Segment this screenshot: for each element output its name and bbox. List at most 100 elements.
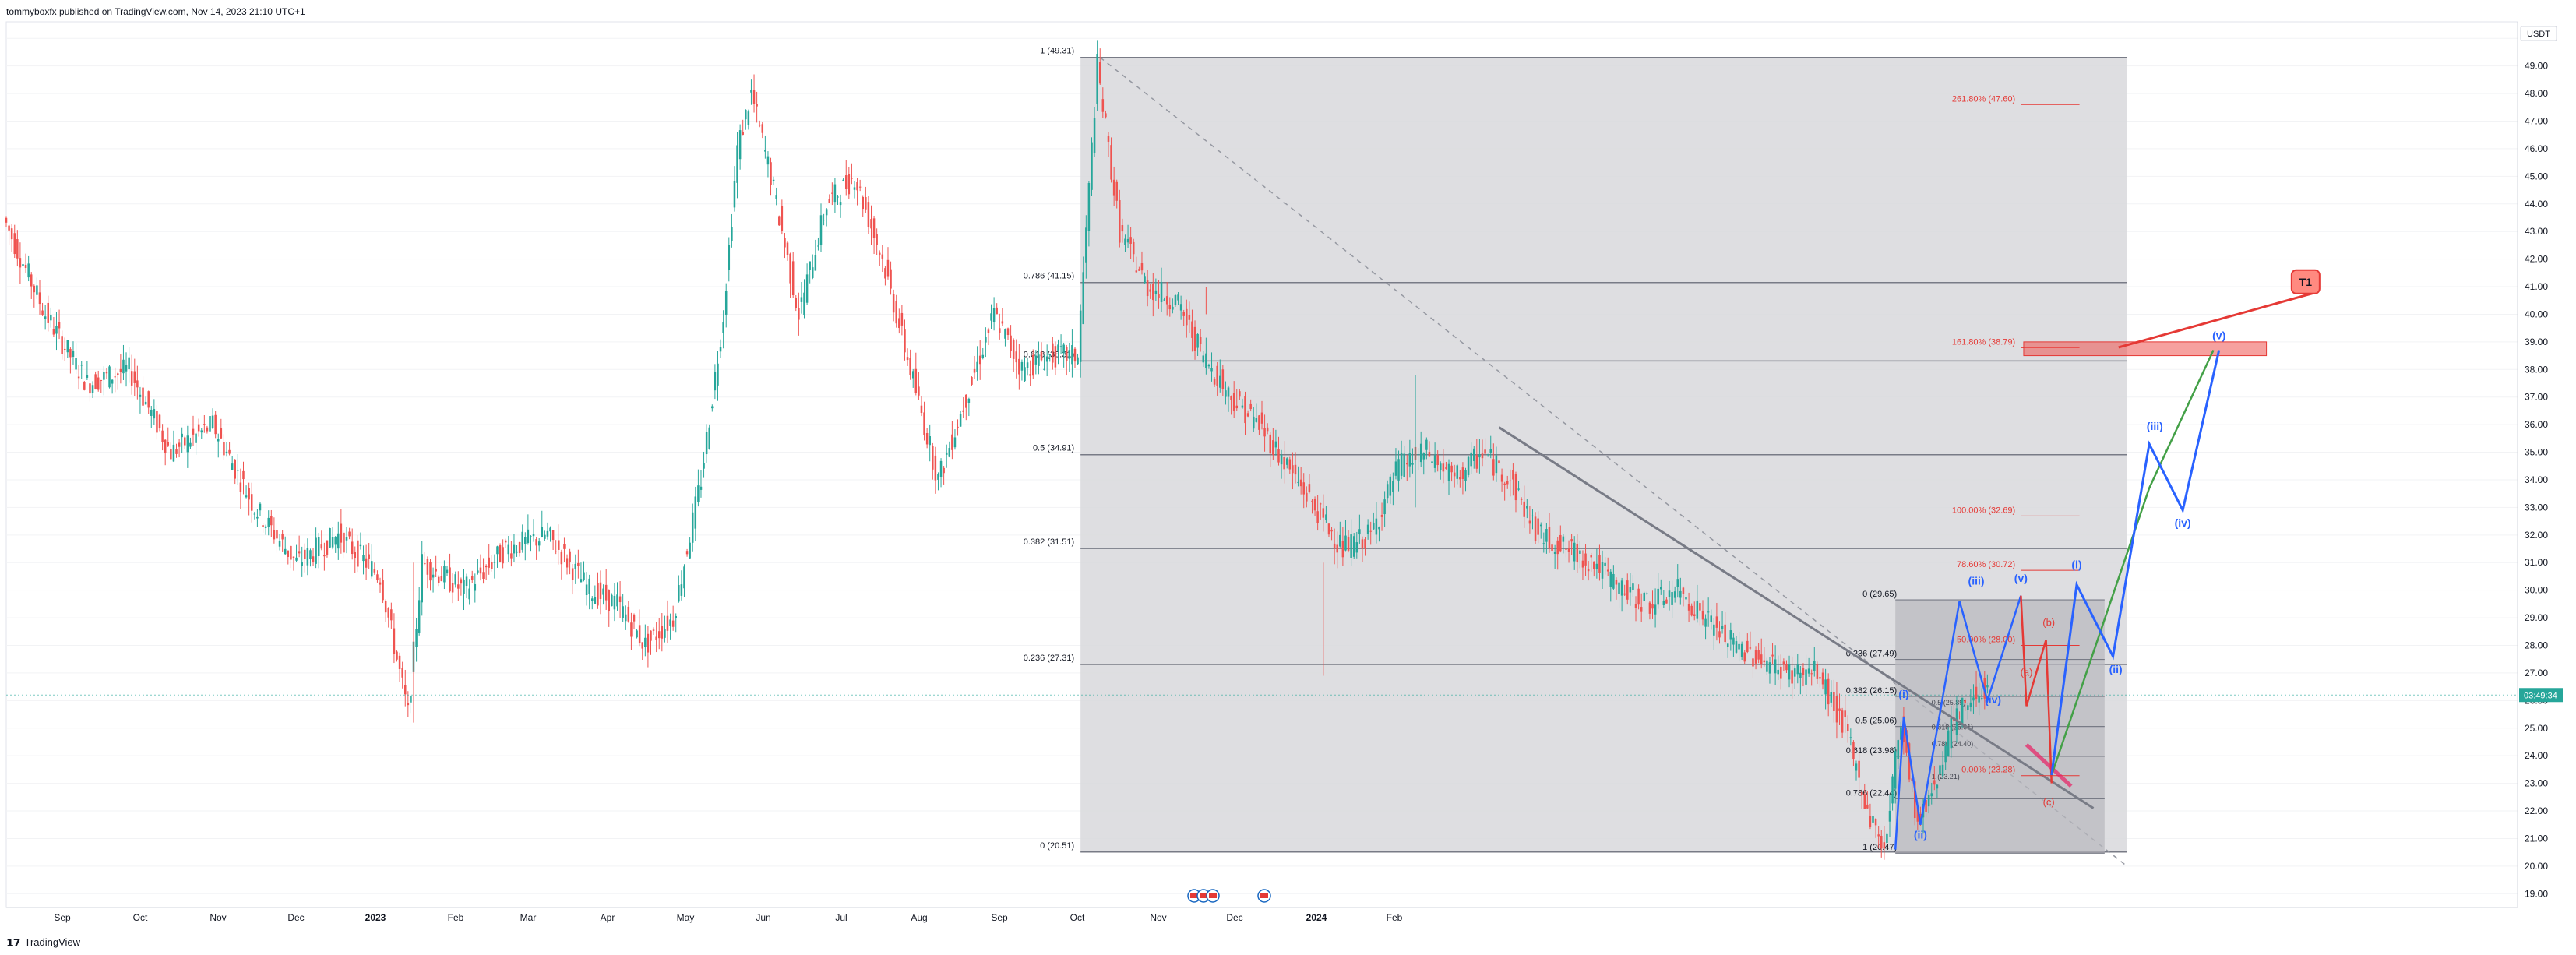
- candle-body: [906, 357, 909, 361]
- candle-body: [376, 574, 379, 580]
- time-tick-label: Sep: [54, 912, 71, 923]
- fib-extension-label: 78.60% (30.72): [1957, 560, 2015, 569]
- candle-body: [401, 668, 403, 678]
- candle-body: [1045, 356, 1048, 362]
- candle-body: [932, 446, 934, 470]
- candle-body: [1824, 679, 1827, 695]
- candle-body: [284, 548, 287, 555]
- candle-body: [1810, 673, 1813, 675]
- candle-body: [805, 274, 809, 303]
- candle-body: [231, 463, 234, 470]
- price-tick-label: 29.00: [2525, 612, 2548, 623]
- candle-body: [1833, 692, 1835, 711]
- price-tick-label: 37.00: [2525, 392, 2548, 403]
- candle-body: [150, 409, 153, 416]
- candle-body: [1325, 514, 1327, 520]
- candle-body: [1548, 527, 1551, 549]
- candle-body: [1333, 543, 1336, 548]
- candle-body: [1364, 539, 1366, 549]
- price-tick-label: 39.00: [2525, 337, 2548, 347]
- candle-body: [521, 531, 523, 550]
- candle-body: [1883, 842, 1886, 849]
- candle-body: [1010, 335, 1012, 351]
- candle-body: [591, 598, 594, 601]
- candle-body: [1830, 692, 1833, 703]
- candle-body: [306, 548, 309, 566]
- candle-body: [421, 554, 424, 603]
- candle-body: [485, 566, 488, 568]
- candle-body: [192, 428, 195, 435]
- candle-body: [1018, 358, 1020, 375]
- candle-body: [731, 227, 733, 241]
- descending-trendline[interactable]: [1498, 426, 2095, 809]
- candle-body: [920, 405, 923, 414]
- candle-body: [1925, 800, 1927, 812]
- candle-body: [1841, 710, 1844, 733]
- candle-body: [898, 318, 900, 329]
- candle-body: [837, 196, 839, 198]
- candle-body: [886, 259, 890, 277]
- candle-body: [1417, 454, 1419, 456]
- candle-body: [1936, 784, 1939, 789]
- candle-body: [1283, 456, 1285, 470]
- candle-body: [1660, 587, 1662, 590]
- candle-body: [638, 625, 641, 644]
- candle-body: [1380, 514, 1383, 517]
- candle-body: [125, 365, 128, 372]
- drawings[interactable]: 261.80% (47.60) 161.80% (38.79) 100.00% (3…: [1498, 94, 2321, 850]
- candle-body: [1576, 543, 1579, 563]
- candle-body: [1673, 591, 1676, 598]
- candle-body: [1158, 293, 1160, 298]
- candle-body: [530, 536, 532, 537]
- candle-body: [1280, 454, 1283, 465]
- event-flag-icon-stripe: [1209, 893, 1217, 898]
- candle-body: [798, 308, 800, 320]
- candle-body: [569, 551, 571, 562]
- time-tick-label: Dec: [1226, 912, 1242, 923]
- candle-body: [1071, 345, 1073, 365]
- target-label-box[interactable]: [2290, 269, 2321, 294]
- candle-body: [379, 582, 382, 585]
- candle-body: [1274, 441, 1277, 448]
- price-tick-label: 20.00: [2525, 861, 2548, 872]
- candle-body: [1093, 118, 1096, 153]
- candle-body: [616, 594, 618, 607]
- time-axis[interactable]: Sep Oct Nov Dec 2023 Feb Mar Apr May Jun Jul Aug Sep…: [6, 889, 2518, 923]
- candle-body: [1121, 225, 1124, 232]
- candle-body: [1258, 415, 1260, 430]
- candle-body: [1087, 183, 1091, 231]
- candle-body: [1930, 793, 1933, 797]
- candle-body: [1553, 552, 1556, 554]
- candle-body: [1710, 615, 1712, 622]
- candle-body: [295, 557, 298, 561]
- candle-body: [1144, 276, 1146, 284]
- candle-body: [937, 474, 939, 480]
- candle-body: [105, 372, 108, 374]
- green-projection-path: [2050, 349, 2215, 776]
- elliott-wave-label: (v): [2212, 329, 2225, 341]
- time-tick-label: Nov: [210, 912, 226, 923]
- candle-body: [172, 444, 175, 462]
- candle-body: [1057, 344, 1059, 351]
- target-zone[interactable]: [2023, 341, 2268, 357]
- wave-path-past: [1894, 595, 2022, 850]
- candle-body: [1232, 393, 1235, 412]
- candle-body: [1919, 814, 1922, 821]
- price-axis[interactable]: USDT 19.00 20.00 21.00 22.00 23.00 24.00 25.00 2…: [6, 22, 2563, 907]
- candle-body: [390, 609, 393, 621]
- candle-body: [647, 633, 650, 653]
- candle-body: [1177, 294, 1179, 301]
- candle-body: [814, 255, 817, 271]
- candle-body: [248, 487, 250, 500]
- candle-body: [1339, 534, 1341, 547]
- fib-extension-label: 261.80% (47.60): [1952, 94, 2015, 104]
- candle-body: [1188, 315, 1191, 320]
- fib-right-level-label: 1 (20.47): [1862, 843, 1897, 852]
- candle-body: [1202, 355, 1205, 363]
- candle-body: [1877, 834, 1880, 837]
- candle-body: [1020, 361, 1024, 371]
- candle-body: [1478, 454, 1481, 458]
- candle-body: [111, 379, 114, 384]
- candle-body: [1227, 387, 1230, 397]
